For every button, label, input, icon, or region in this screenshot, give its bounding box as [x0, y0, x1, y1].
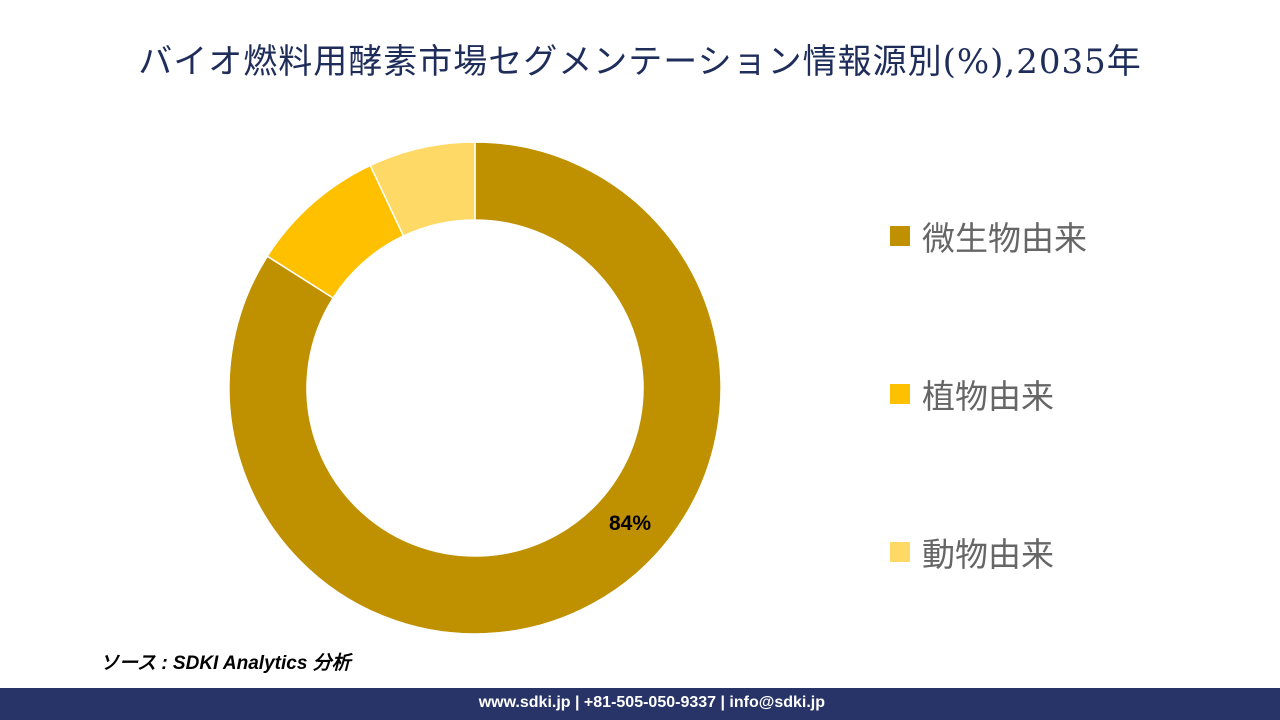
legend-label: 動物由来	[922, 535, 1054, 574]
data-label-0: 84%	[609, 512, 651, 535]
footer-contact: www.sdki.jp | +81-505-050-9337 | info@sd…	[478, 694, 825, 711]
legend-item-plant: 植物由来	[890, 370, 1054, 418]
legend-swatch	[890, 542, 910, 562]
footer-bar: www.sdki.jp | +81-505-050-9337 | info@sd…	[0, 688, 1280, 720]
legend-label: 植物由来	[922, 377, 1054, 416]
legend-swatch	[890, 226, 910, 246]
legend-item-animal: 動物由来	[890, 528, 1054, 576]
donut-slice-0	[228, 141, 722, 635]
legend-swatch	[890, 384, 910, 404]
legend-item-microbial: 微生物由来	[890, 212, 1087, 260]
chart-title: バイオ燃料用酵素市場セグメンテーション情報源別(%),2035年	[138, 42, 1142, 82]
legend-label: 微生物由来	[922, 219, 1087, 258]
donut-slice-2	[369, 141, 476, 237]
source-note: ソース : SDKI Analytics 分析	[100, 653, 351, 674]
